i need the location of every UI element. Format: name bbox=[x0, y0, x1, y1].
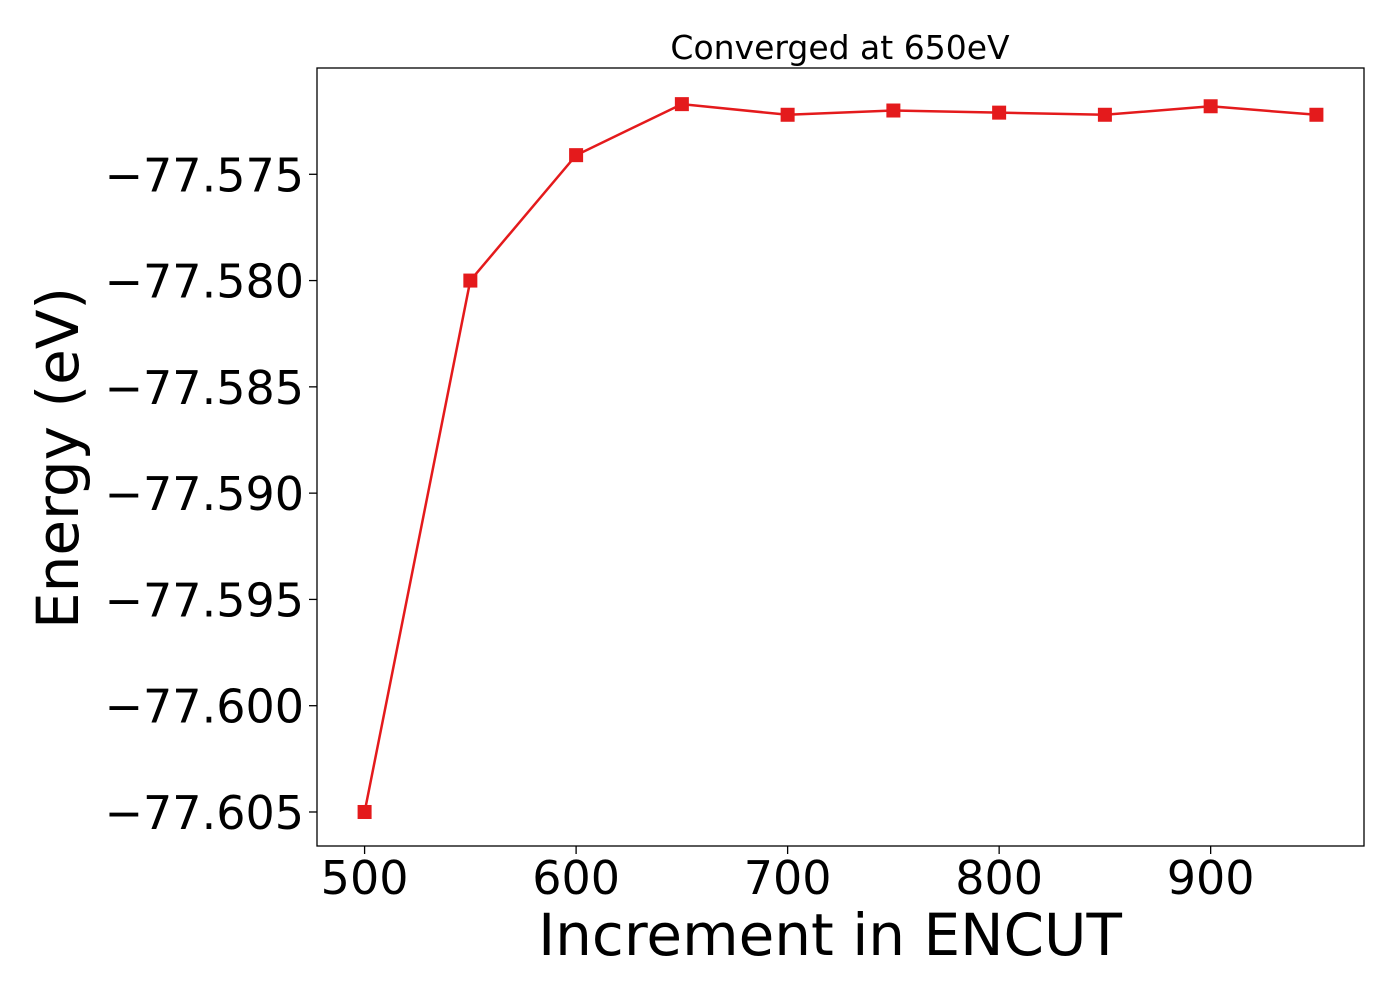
data-point bbox=[1309, 107, 1324, 122]
data-point bbox=[886, 103, 901, 118]
data-point bbox=[463, 273, 478, 288]
data-point bbox=[1097, 107, 1112, 122]
x-tick-label: 900 bbox=[1167, 851, 1255, 905]
y-tick-label: −77.585 bbox=[105, 361, 305, 415]
x-tick-label: 500 bbox=[321, 851, 409, 905]
x-tick-label: 600 bbox=[532, 851, 620, 905]
y-tick-label: −77.590 bbox=[105, 467, 305, 521]
y-axis-title: Energy (eV) bbox=[24, 287, 92, 629]
x-tick-label: 700 bbox=[744, 851, 832, 905]
data-point bbox=[1203, 99, 1218, 114]
ticks-layer: 500 600 700 800 900 −77.575 −77.580 −77.585 −77.… bbox=[105, 148, 1255, 905]
y-tick-label: −77.600 bbox=[105, 680, 305, 734]
y-tick-label: −77.575 bbox=[105, 148, 305, 202]
series-line bbox=[363, 102, 1317, 813]
chart-title: Converged at 650eV bbox=[670, 28, 1010, 67]
data-point bbox=[569, 148, 584, 163]
y-tick-label: −77.580 bbox=[105, 255, 305, 309]
x-tick-label: 800 bbox=[955, 851, 1043, 905]
plot-frame bbox=[316, 67, 1365, 847]
data-point bbox=[780, 107, 795, 122]
x-axis-title: Increment in ENCUT bbox=[538, 901, 1122, 969]
series-layer bbox=[357, 97, 1324, 819]
y-tick-label: −77.595 bbox=[105, 573, 305, 627]
data-point bbox=[357, 804, 372, 819]
data-point bbox=[674, 97, 689, 112]
data-point bbox=[992, 105, 1007, 120]
y-tick-label: −77.605 bbox=[105, 786, 305, 840]
